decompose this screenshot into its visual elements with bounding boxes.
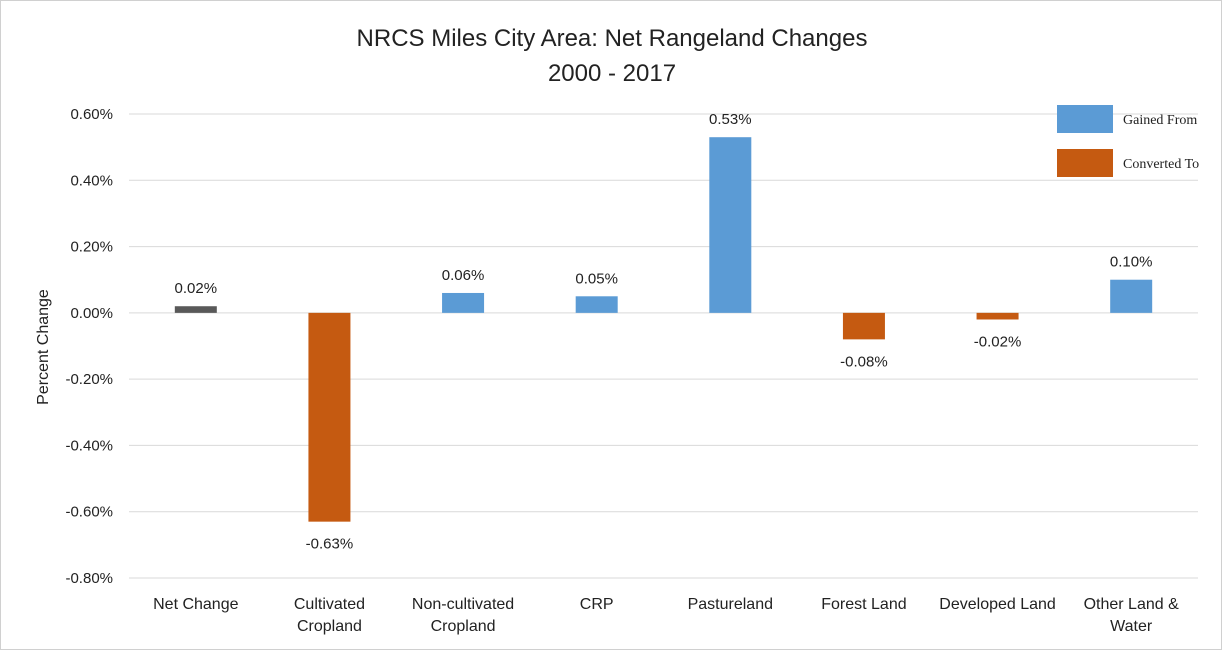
bar-1 [308, 312, 351, 522]
y-tick-label: 0.40% [70, 172, 113, 189]
chart-title: NRCS Miles City Area: Net Rangeland Chan… [357, 25, 868, 52]
data-label: 0.02% [175, 280, 218, 297]
bars [174, 137, 1153, 522]
bar-6 [976, 312, 1019, 320]
grid-lines [129, 113, 1198, 579]
y-tick-label: 0.00% [70, 305, 113, 322]
data-label: 0.06% [442, 267, 485, 284]
category-label: Non-cultivated [412, 596, 514, 613]
category-label: Water [1110, 618, 1153, 635]
legend-label: Gained From [1123, 113, 1197, 128]
y-axis-ticks: 0.60% 0.40% 0.20% 0.00% -0.20% -0.40% -0.60% -0… [65, 106, 113, 587]
category-label: Cultivated [294, 596, 365, 613]
bar-0 [174, 306, 217, 313]
y-tick-label: -0.40% [65, 437, 113, 454]
data-label: -0.63% [306, 536, 354, 553]
y-tick-label: -0.20% [65, 371, 113, 388]
bar-2 [442, 292, 485, 313]
y-tick-label: 0.20% [70, 239, 113, 256]
category-label: Other Land & [1084, 596, 1180, 613]
legend-swatch-gained [1057, 105, 1113, 133]
y-tick-label: -0.80% [65, 570, 113, 587]
y-axis-label: Percent Change [35, 289, 52, 405]
legend-label: Converted To [1123, 157, 1199, 172]
category-label: Cropland [431, 618, 496, 635]
legend-swatch-converted [1057, 149, 1113, 177]
category-label: Cropland [297, 618, 362, 635]
category-label: Developed Land [939, 596, 1056, 613]
data-labels: 0.02% -0.63% 0.06% 0.05% 0.53% -0.08% -0.02% 0.… [175, 111, 1153, 552]
data-label: 0.10% [1110, 254, 1153, 271]
category-label: Net Change [153, 596, 238, 613]
bar-5 [842, 312, 885, 340]
data-label: 0.53% [709, 111, 752, 128]
y-tick-label: 0.60% [70, 106, 113, 123]
category-label: Pastureland [688, 596, 773, 613]
legend: Gained From Converted To [1057, 105, 1199, 177]
bar-3 [575, 296, 618, 313]
y-tick-label: -0.60% [65, 504, 113, 521]
category-label: Forest Land [821, 596, 906, 613]
x-axis-categories: Net Change Cultivated Cropland Non-cultivat… [153, 596, 1179, 635]
data-label: -0.08% [840, 353, 888, 370]
bar-4 [709, 137, 752, 313]
bar-7 [1110, 279, 1153, 313]
data-label: 0.05% [575, 270, 618, 287]
chart-subtitle: 2000 - 2017 [548, 60, 676, 87]
category-label: CRP [580, 596, 614, 613]
data-label: -0.02% [974, 333, 1022, 350]
